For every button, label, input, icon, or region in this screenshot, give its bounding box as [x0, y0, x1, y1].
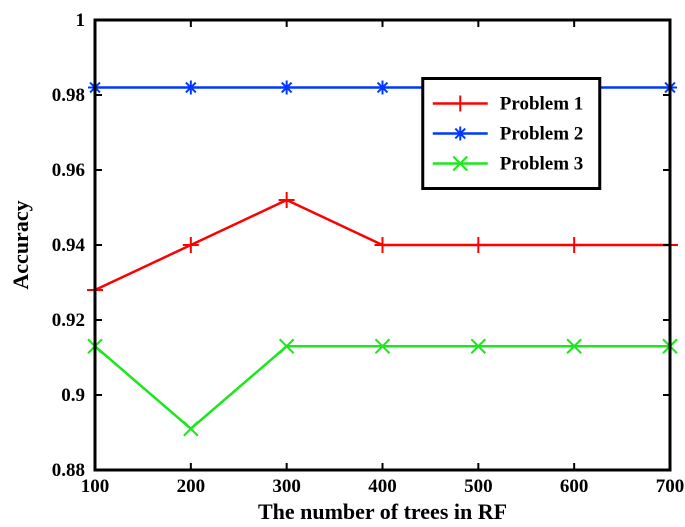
y-tick-label: 1: [76, 10, 86, 31]
y-axis-label: Accuracy: [8, 200, 33, 289]
y-tick-label: 0.98: [52, 85, 85, 106]
y-tick-label: 0.88: [52, 460, 85, 481]
x-tick-label: 200: [177, 476, 206, 497]
x-tick-label: 600: [560, 476, 589, 497]
y-tick-label: 0.9: [61, 385, 85, 406]
y-tick-label: 0.94: [52, 235, 86, 256]
legend-label: Problem 3: [500, 154, 584, 175]
x-axis-label: The number of trees in RF: [258, 499, 507, 524]
x-tick-label: 500: [464, 476, 493, 497]
y-tick-label: 0.96: [52, 160, 85, 181]
legend-label: Problem 1: [500, 94, 584, 115]
legend-marker: [453, 127, 467, 141]
y-tick-label: 0.92: [52, 310, 85, 331]
x-tick-label: 400: [368, 476, 397, 497]
x-tick-label: 700: [656, 476, 685, 497]
x-tick-label: 300: [272, 476, 301, 497]
legend-label: Problem 2: [500, 124, 584, 145]
series-marker: [376, 81, 390, 95]
series-marker: [184, 81, 198, 95]
series-marker: [280, 81, 294, 95]
line-chart: 100 200 300 400 500 600 700 0.88 0.9 0.92 0.94 0.96…: [0, 0, 685, 527]
x-tick-label: 100: [81, 476, 110, 497]
chart-container: 100 200 300 400 500 600 700 0.88 0.9 0.92 0.94 0.96…: [0, 0, 685, 527]
